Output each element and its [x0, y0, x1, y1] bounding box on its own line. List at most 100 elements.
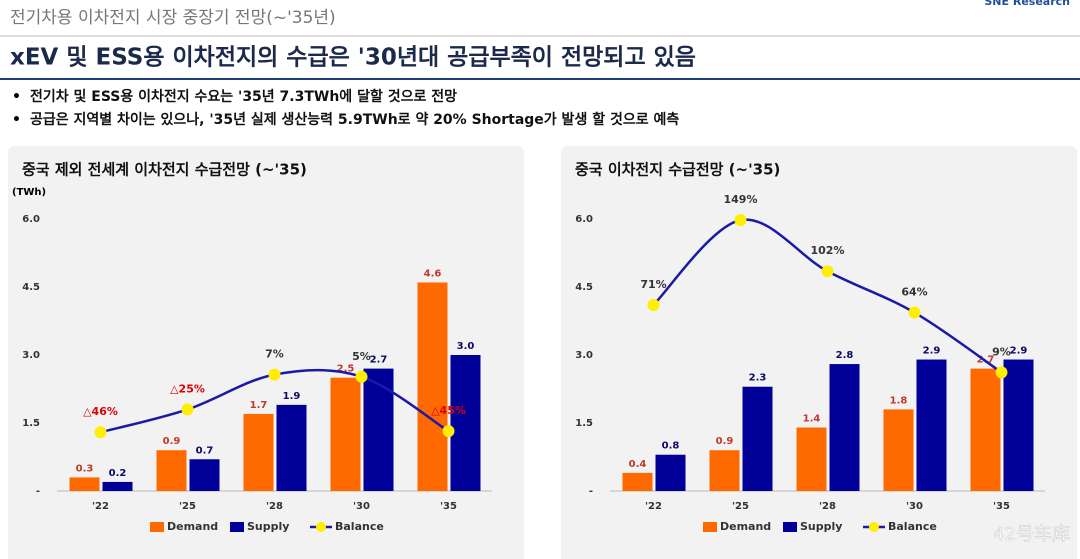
- bar: [916, 359, 947, 491]
- bar: [330, 377, 361, 491]
- y-tick-label: 4.5: [575, 282, 593, 293]
- bar-label: 0.9: [716, 436, 734, 447]
- bar-label: 2.7: [370, 355, 388, 366]
- x-tick-label: '30: [906, 501, 923, 512]
- x-tick-label: '22: [645, 501, 662, 512]
- y-tick-label: 1.5: [575, 418, 593, 429]
- balance-marker: [995, 366, 1008, 379]
- y-tick-label: 6.0: [575, 214, 593, 225]
- y-tick-label: -: [36, 486, 40, 497]
- balance-label: 5%: [352, 350, 371, 363]
- bar-label: 0.8: [662, 441, 680, 452]
- balance-marker: [908, 306, 921, 319]
- y-tick-label: -: [589, 486, 593, 497]
- balance-marker: [181, 403, 194, 416]
- x-tick-label: '28: [266, 501, 283, 512]
- balance-marker: [647, 298, 660, 311]
- chart-title: 중국 이차전지 수급전망 (~'35): [575, 161, 780, 179]
- legend-swatch: [783, 522, 797, 532]
- y-tick-label: 6.0: [22, 214, 40, 225]
- balance-label: △46%: [83, 405, 118, 418]
- bar: [417, 282, 448, 491]
- x-tick-label: '30: [353, 501, 370, 512]
- balance-marker: [355, 370, 368, 383]
- bar: [829, 364, 860, 491]
- bar: [796, 427, 827, 491]
- bar: [276, 404, 307, 491]
- x-tick-label: '35: [993, 501, 1010, 512]
- bar-label: 1.8: [890, 395, 908, 406]
- y-tick-label: 3.0: [22, 350, 40, 361]
- bar-label: 2.9: [1010, 346, 1028, 357]
- legend-label: Demand: [167, 520, 218, 533]
- x-tick-label: '28: [819, 501, 836, 512]
- bullet: 전기차 및 ESS용 이차전지 수요는 '35년 7.3TWh에 달할 것으로 …: [30, 88, 457, 105]
- bar-label: 4.6: [424, 268, 442, 279]
- x-tick-label: '22: [92, 501, 109, 512]
- bar: [69, 477, 100, 491]
- balance-label: 71%: [640, 278, 666, 291]
- balance-marker: [442, 425, 455, 438]
- legend-marker: [869, 522, 879, 532]
- bar-label: 0.4: [629, 459, 647, 470]
- legend-label: Balance: [335, 520, 384, 533]
- balance-label: 149%: [724, 193, 758, 206]
- bar: [622, 472, 653, 491]
- balance-marker: [734, 214, 747, 227]
- bar-label: 0.7: [196, 445, 214, 456]
- bar-label: 0.9: [163, 436, 181, 447]
- legend-label: Supply: [247, 520, 289, 533]
- bullet: 공급은 지역별 차이는 있으나, '35년 실제 생산능력 5.9TWh로 약 …: [30, 111, 679, 128]
- balance-label: 7%: [265, 348, 284, 361]
- bar-label: 1.4: [803, 414, 821, 425]
- x-tick-label: '25: [732, 501, 749, 512]
- bar-label: 1.9: [283, 391, 301, 402]
- bar-label: 2.3: [749, 373, 767, 384]
- balance-label: 9%: [992, 345, 1011, 358]
- legend-swatch: [230, 522, 244, 532]
- bar: [450, 355, 481, 491]
- bar-label: 2.9: [923, 346, 941, 357]
- panel: [8, 146, 524, 559]
- balance-label: 102%: [811, 244, 845, 257]
- bar: [655, 454, 686, 491]
- bar: [189, 459, 220, 491]
- legend-swatch: [150, 522, 164, 532]
- balance-marker: [821, 265, 834, 278]
- bullet-dot: •: [12, 112, 21, 128]
- legend-label: Supply: [800, 520, 842, 533]
- bar: [102, 481, 133, 491]
- panel: [561, 146, 1077, 559]
- logo: SNE Research: [984, 0, 1070, 8]
- balance-marker: [94, 426, 107, 439]
- bar: [709, 450, 740, 491]
- chart-title: 중국 제외 전세계 이차전지 수급전망 (~'35): [22, 161, 307, 179]
- legend-label: Balance: [888, 520, 937, 533]
- y-tick-label: 4.5: [22, 282, 40, 293]
- legend-label: Demand: [720, 520, 771, 533]
- bar: [883, 409, 914, 491]
- bar: [363, 368, 394, 491]
- legend-marker: [316, 522, 326, 532]
- bar-label: 3.0: [457, 341, 475, 352]
- balance-marker: [268, 368, 281, 381]
- balance-label: △45%: [431, 404, 466, 417]
- slide-title: xEV 및 ESS용 이차전지의 수급은 '30년대 공급부족이 전망되고 있음: [10, 45, 696, 71]
- bar: [970, 368, 1001, 491]
- breadcrumb: 전기차용 이차전지 시장 중장기 전망(~'35년): [10, 8, 336, 28]
- y-tick-label: 3.0: [575, 350, 593, 361]
- bar-label: 0.3: [76, 463, 94, 474]
- x-tick-label: '25: [179, 501, 196, 512]
- bar-label: 0.2: [109, 468, 127, 479]
- balance-label: 64%: [901, 286, 927, 299]
- balance-label: △25%: [170, 382, 205, 395]
- bar-label: 2.5: [337, 364, 355, 375]
- x-tick-label: '35: [440, 501, 457, 512]
- bar: [1003, 359, 1034, 491]
- y-tick-label: 1.5: [22, 418, 40, 429]
- bar-label: 1.7: [250, 400, 268, 411]
- watermark: 42号车库: [993, 524, 1070, 545]
- bar: [742, 386, 773, 491]
- bar-label: 2.8: [836, 350, 854, 361]
